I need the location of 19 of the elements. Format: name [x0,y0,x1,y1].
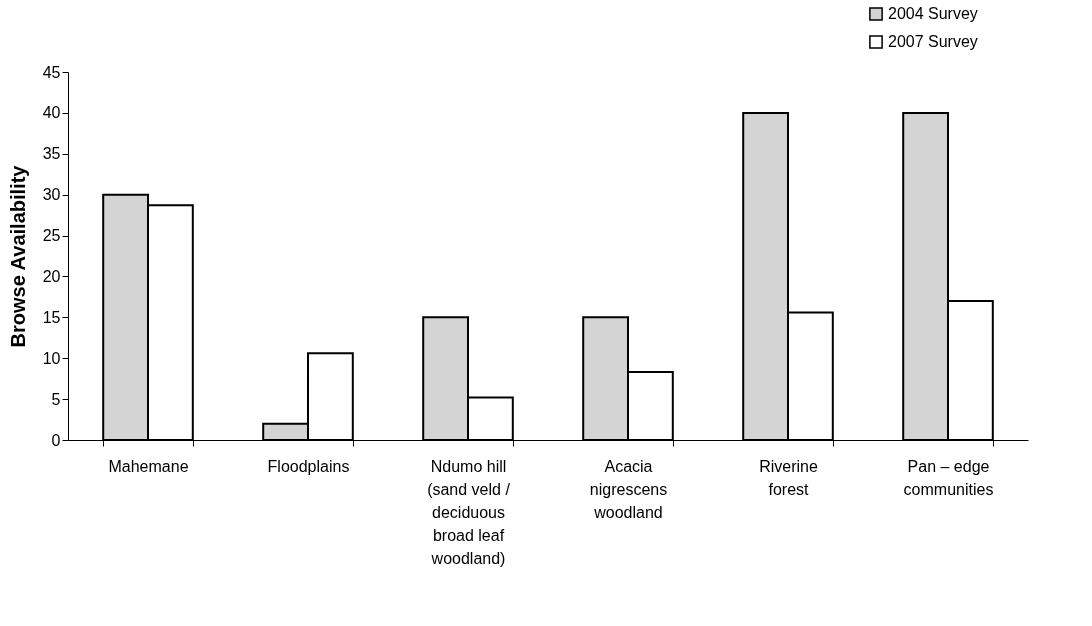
x-tick-label: Riverine forest [759,457,818,498]
y-tick-label: 40 [42,104,61,122]
y-tick-label: 30 [42,186,61,204]
y-tick-label: 15 [42,308,61,326]
x-tick-label: Floodplains [267,457,350,475]
y-tick-label: 45 [42,63,61,81]
y-tick-label: 10 [42,349,61,367]
legend-label: 2007 Survey [888,33,978,50]
y-tick-label: 20 [42,267,61,285]
x-tick-label: Pan – edge communities [903,457,994,498]
y-axis-title: Browse Availability [6,164,29,348]
x-tick-label: Mahemane [108,457,189,475]
y-tick-label: 5 [51,390,61,408]
x-tick-label: Ndumo hill (sand veld / deciduous broad leaf woodland) [427,457,511,567]
y-tick-label: 0 [51,431,61,449]
x-tick-label: Acacia nigrescens woodland [589,457,668,521]
y-tick-label: 25 [42,227,61,245]
legend-label: 2004 Survey [888,5,978,22]
y-tick-label: 35 [42,145,61,163]
